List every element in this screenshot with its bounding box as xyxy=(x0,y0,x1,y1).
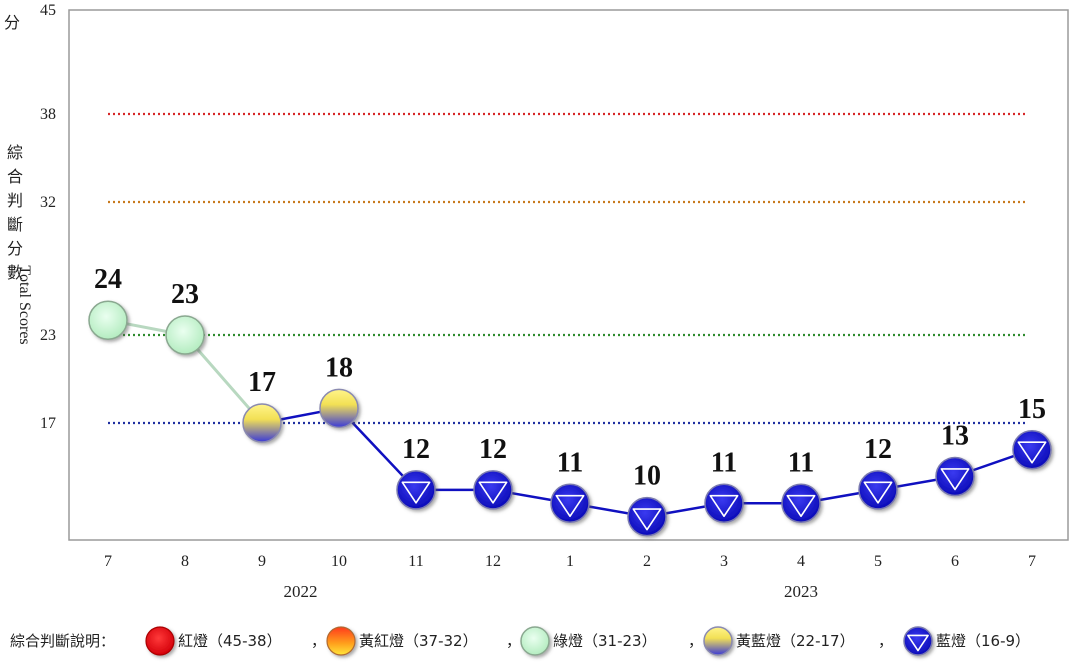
legend-item-label: 藍燈（16-9） xyxy=(936,632,1030,650)
legend-icon-yellow-blue xyxy=(703,626,733,656)
marker-blue xyxy=(935,456,975,497)
y-tick-label: 32 xyxy=(40,194,56,211)
x-tick-label: 11 xyxy=(408,553,423,570)
legend-icon-yellow-red xyxy=(326,626,356,656)
y-axis-title-char: 判 xyxy=(7,191,23,210)
data-label: 10 xyxy=(633,461,661,492)
marker-blue xyxy=(473,470,513,510)
x-tick-label: 9 xyxy=(258,553,266,570)
data-label: 15 xyxy=(1018,394,1046,425)
data-label: 11 xyxy=(557,447,583,478)
x-tick-label: 10 xyxy=(331,553,347,570)
x-tick-label: 7 xyxy=(1028,553,1036,570)
data-label: 18 xyxy=(325,352,353,383)
legend-title: 綜合判斷說明： xyxy=(10,632,115,650)
y-tick-label: 38 xyxy=(40,106,56,123)
threshold-lines xyxy=(108,112,1028,425)
data-labels: 24 23 17 18 12 12 11 10 11 11 12 13 15 xyxy=(94,264,1046,491)
x-tick-label: 1 xyxy=(566,553,574,570)
y-axis-title-char: 斷 xyxy=(7,215,23,234)
legend-icon-blue xyxy=(903,626,933,656)
x-tick-label: 8 xyxy=(181,553,189,570)
marker-green xyxy=(165,315,205,355)
marker-blue xyxy=(627,496,667,537)
y-axis-title-char: 數 xyxy=(7,263,23,282)
marker-blue xyxy=(1012,430,1052,470)
data-label: 11 xyxy=(711,447,737,478)
legend-separator: ， xyxy=(506,632,521,650)
legend-icon-green xyxy=(520,626,550,656)
data-label: 12 xyxy=(479,434,507,465)
data-label: 12 xyxy=(864,434,892,465)
marker-blue xyxy=(858,470,898,510)
legend-item-label: 綠燈（31-23） xyxy=(553,632,657,650)
y-axis-ticks: 17 23 32 38 45 xyxy=(40,2,56,432)
legend: 綜合判斷說明： 紅燈（45-38） ， 黃紅燈（37-32） ， 綠燈（31-23） ， 黃藍… xyxy=(10,626,1030,656)
series-markers xyxy=(88,300,1052,537)
data-label: 13 xyxy=(941,421,969,452)
y-tick-label: 17 xyxy=(40,415,56,432)
year-label: 2023 xyxy=(784,582,818,601)
y-axis-top-label: 分 xyxy=(4,13,20,32)
y-axis-title-char: 綜 xyxy=(7,143,23,162)
x-axis-ticks: 7 8 9 10 11 12 1 2 3 4 5 6 7 xyxy=(104,553,1036,570)
y-axis-title-char: 分 xyxy=(7,239,23,258)
legend-item-label: 黃藍燈（22-17） xyxy=(736,632,855,650)
y-tick-label: 45 xyxy=(40,2,56,19)
data-label: 12 xyxy=(402,434,430,465)
x-tick-label: 12 xyxy=(485,553,501,570)
year-label: 2022 xyxy=(284,582,318,601)
marker-blue xyxy=(550,483,590,523)
y-axis-title-en: Total Scores xyxy=(16,265,33,344)
marker-blue xyxy=(781,483,821,523)
marker-yellow-blue xyxy=(242,403,282,443)
legend-separator: ， xyxy=(688,632,703,650)
y-axis-title-char: 合 xyxy=(7,167,23,186)
y-tick-label: 23 xyxy=(40,327,56,344)
x-tick-label: 4 xyxy=(797,553,805,570)
data-label: 23 xyxy=(171,279,199,310)
legend-item-label: 紅燈（45-38） xyxy=(178,632,282,650)
legend-item-label: 黃紅燈（37-32） xyxy=(359,632,478,650)
x-axis-years: 2022 2023 xyxy=(284,582,819,601)
marker-yellow-blue xyxy=(319,388,359,429)
x-tick-label: 3 xyxy=(720,553,728,570)
marker-blue xyxy=(396,470,436,510)
legend-icon-red xyxy=(145,626,175,656)
plot-area xyxy=(68,9,1069,541)
marker-blue xyxy=(704,483,744,523)
legend-separator: ， xyxy=(311,632,326,650)
x-tick-label: 6 xyxy=(951,553,959,570)
x-tick-label: 2 xyxy=(643,553,651,570)
data-label: 11 xyxy=(788,447,814,478)
x-tick-label: 5 xyxy=(874,553,882,570)
x-tick-label: 7 xyxy=(104,553,112,570)
data-label: 17 xyxy=(248,367,276,398)
legend-separator: ， xyxy=(878,632,893,650)
data-label: 24 xyxy=(94,264,122,295)
marker-green xyxy=(88,300,128,340)
